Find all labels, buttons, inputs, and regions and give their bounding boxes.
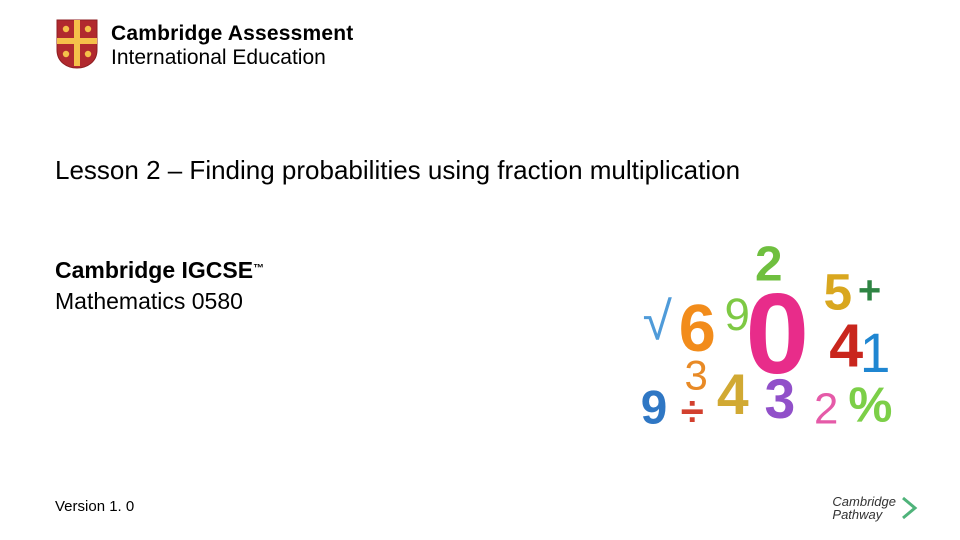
course-name-line: Cambridge IGCSE™: [55, 255, 264, 286]
graphic-glyph: √: [643, 293, 673, 352]
footer-line2: Pathway: [832, 508, 896, 522]
lesson-title: Lesson 2 – Finding probabilities using f…: [55, 155, 740, 186]
graphic-glyph: 4: [717, 363, 749, 427]
graphic-glyph: +: [858, 269, 881, 313]
brand-secondary: International Education: [111, 46, 353, 70]
graphic-glyph: %: [848, 378, 892, 433]
footer-text: Cambridge Pathway: [832, 495, 896, 522]
course-block: Cambridge IGCSE™ Mathematics 0580: [55, 255, 264, 317]
header-logo: Cambridge Assessment International Educa…: [55, 18, 353, 70]
graphic-glyph: 9: [641, 382, 667, 435]
graphic-glyph: 1: [860, 322, 891, 384]
brand-primary: Cambridge Assessment: [111, 22, 353, 46]
course-name: Cambridge IGCSE: [55, 257, 253, 283]
graphic-glyph: 2: [814, 385, 838, 434]
footer-logo: Cambridge Pathway: [832, 495, 922, 522]
cambridge-crest-icon: [55, 18, 99, 70]
pathway-chevron-icon: [900, 495, 922, 521]
numbers-graphic-icon: 2√6905+413439÷2%: [615, 235, 895, 435]
footer-line1: Cambridge: [832, 495, 896, 509]
trademark: ™: [253, 263, 264, 275]
graphic-glyph: ÷: [681, 387, 704, 434]
slide: Cambridge Assessment International Educa…: [0, 0, 960, 540]
brand-text: Cambridge Assessment International Educa…: [111, 18, 353, 70]
graphic-glyph: 3: [765, 368, 796, 430]
graphic-glyph: 4: [829, 311, 863, 379]
course-subject: Mathematics 0580: [55, 286, 264, 317]
version-label: Version 1. 0: [55, 498, 134, 515]
